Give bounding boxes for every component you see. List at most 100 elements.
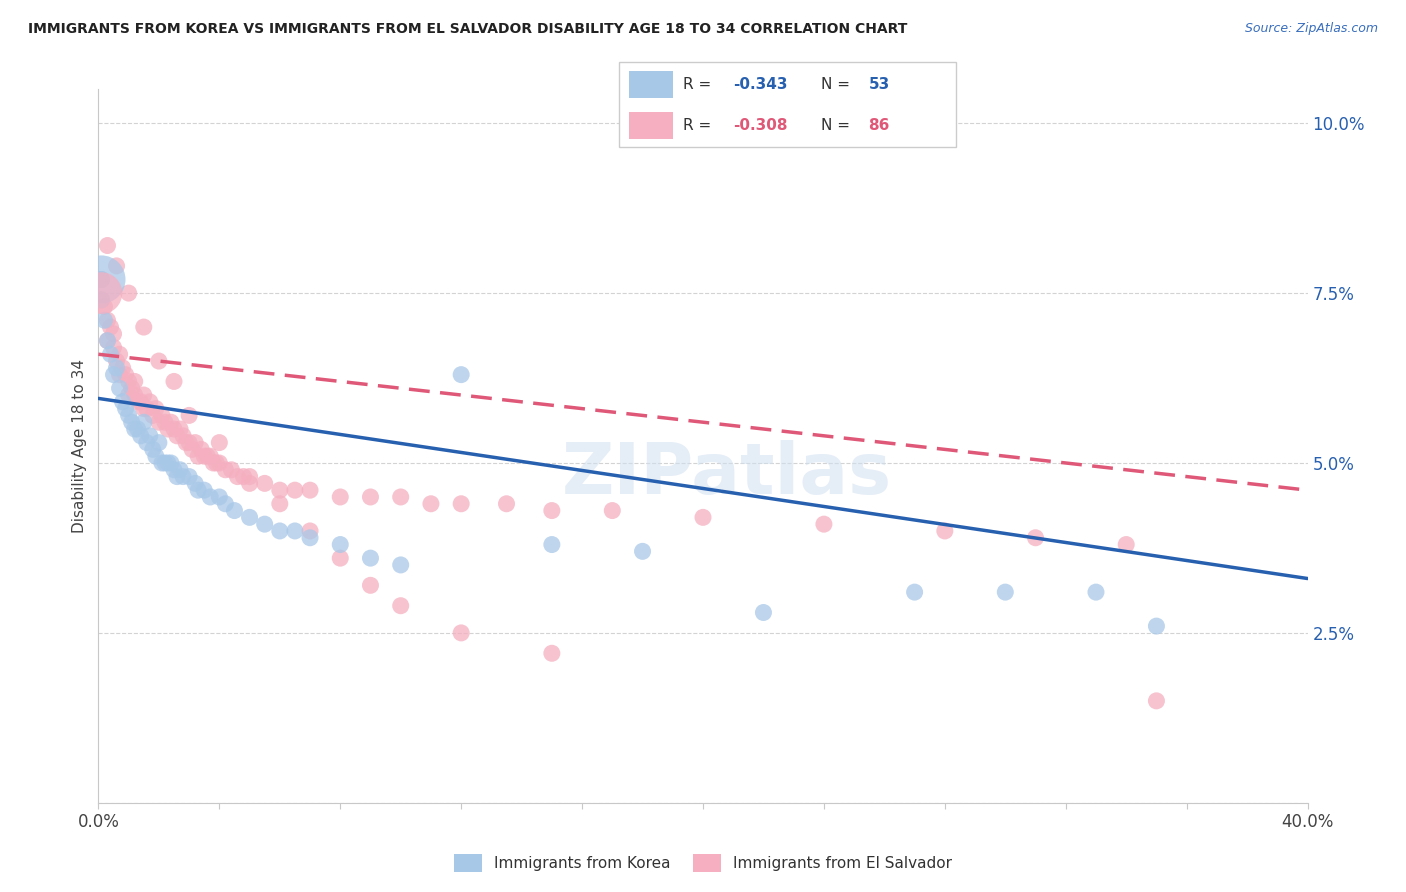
Point (205, 456, 228, 470)
Point (129, 394, 152, 409)
Point (299, 531, 322, 545)
Point (450, 626, 472, 640)
Point (121, 381, 143, 395)
Point (127, 394, 149, 409)
FancyBboxPatch shape (628, 71, 672, 98)
Point (160, 456, 183, 470)
Point (389, 490, 412, 504)
Text: ZIPatlas: ZIPatlas (562, 440, 893, 509)
Point (1085, 585, 1108, 599)
Point (139, 394, 162, 409)
Point (118, 286, 141, 301)
Point (226, 469, 249, 483)
Point (360, 551, 382, 566)
Point (100, 347, 122, 361)
Point (129, 429, 152, 443)
Point (124, 375, 146, 389)
Point (163, 375, 186, 389)
Point (299, 524, 322, 538)
Point (208, 490, 231, 504)
Point (239, 469, 262, 483)
Point (239, 510, 262, 524)
Point (214, 463, 236, 477)
Point (105, 360, 128, 375)
Point (172, 429, 194, 443)
Point (103, 368, 125, 382)
Point (166, 429, 188, 443)
Point (269, 483, 291, 498)
Point (540, 503, 562, 517)
Point (139, 429, 162, 443)
Text: -0.308: -0.308 (734, 118, 787, 133)
Point (904, 585, 927, 599)
Point (420, 497, 443, 511)
Point (1115, 537, 1137, 551)
Point (692, 510, 714, 524)
Point (208, 456, 231, 470)
Point (93, 300, 115, 314)
Point (114, 401, 136, 416)
Point (160, 415, 183, 429)
Point (142, 409, 165, 423)
Point (90, 272, 112, 286)
Point (752, 606, 775, 620)
Point (187, 449, 209, 463)
Point (118, 388, 141, 402)
Point (329, 537, 352, 551)
Point (232, 469, 254, 483)
Point (100, 320, 122, 334)
Point (169, 463, 191, 477)
Point (200, 449, 222, 463)
Point (239, 476, 262, 491)
Point (284, 524, 307, 538)
Point (111, 360, 134, 375)
Point (994, 585, 1017, 599)
Point (495, 497, 517, 511)
Text: N =: N = (821, 77, 855, 92)
Point (103, 341, 125, 355)
Point (118, 375, 141, 389)
Point (150, 456, 173, 470)
Point (156, 422, 179, 436)
Point (389, 558, 412, 572)
Point (114, 368, 136, 382)
Point (96, 313, 118, 327)
Point (253, 517, 276, 532)
Point (172, 469, 194, 483)
Point (90, 272, 112, 286)
Point (224, 503, 246, 517)
Point (179, 435, 201, 450)
Point (132, 388, 155, 402)
Point (329, 490, 352, 504)
Point (121, 415, 143, 429)
Point (163, 422, 186, 436)
Text: -0.343: -0.343 (734, 77, 787, 92)
Point (90, 293, 112, 307)
Point (179, 469, 201, 483)
Point (150, 409, 173, 423)
Point (124, 388, 146, 402)
Text: Source: ZipAtlas.com: Source: ZipAtlas.com (1244, 22, 1378, 36)
Point (179, 409, 201, 423)
Point (253, 476, 276, 491)
Point (163, 463, 186, 477)
Point (540, 646, 562, 660)
Point (132, 320, 155, 334)
Point (389, 599, 412, 613)
Point (187, 483, 209, 498)
Point (132, 401, 155, 416)
Point (105, 259, 128, 273)
Point (153, 456, 176, 470)
Point (118, 409, 141, 423)
Text: R =: R = (683, 77, 716, 92)
Point (813, 517, 835, 532)
Point (214, 497, 236, 511)
Point (1024, 531, 1046, 545)
Point (108, 368, 131, 382)
Point (145, 449, 167, 463)
Point (124, 422, 146, 436)
Point (450, 368, 472, 382)
Y-axis label: Disability Age 18 to 34: Disability Age 18 to 34 (72, 359, 87, 533)
Point (184, 435, 207, 450)
Point (299, 483, 322, 498)
